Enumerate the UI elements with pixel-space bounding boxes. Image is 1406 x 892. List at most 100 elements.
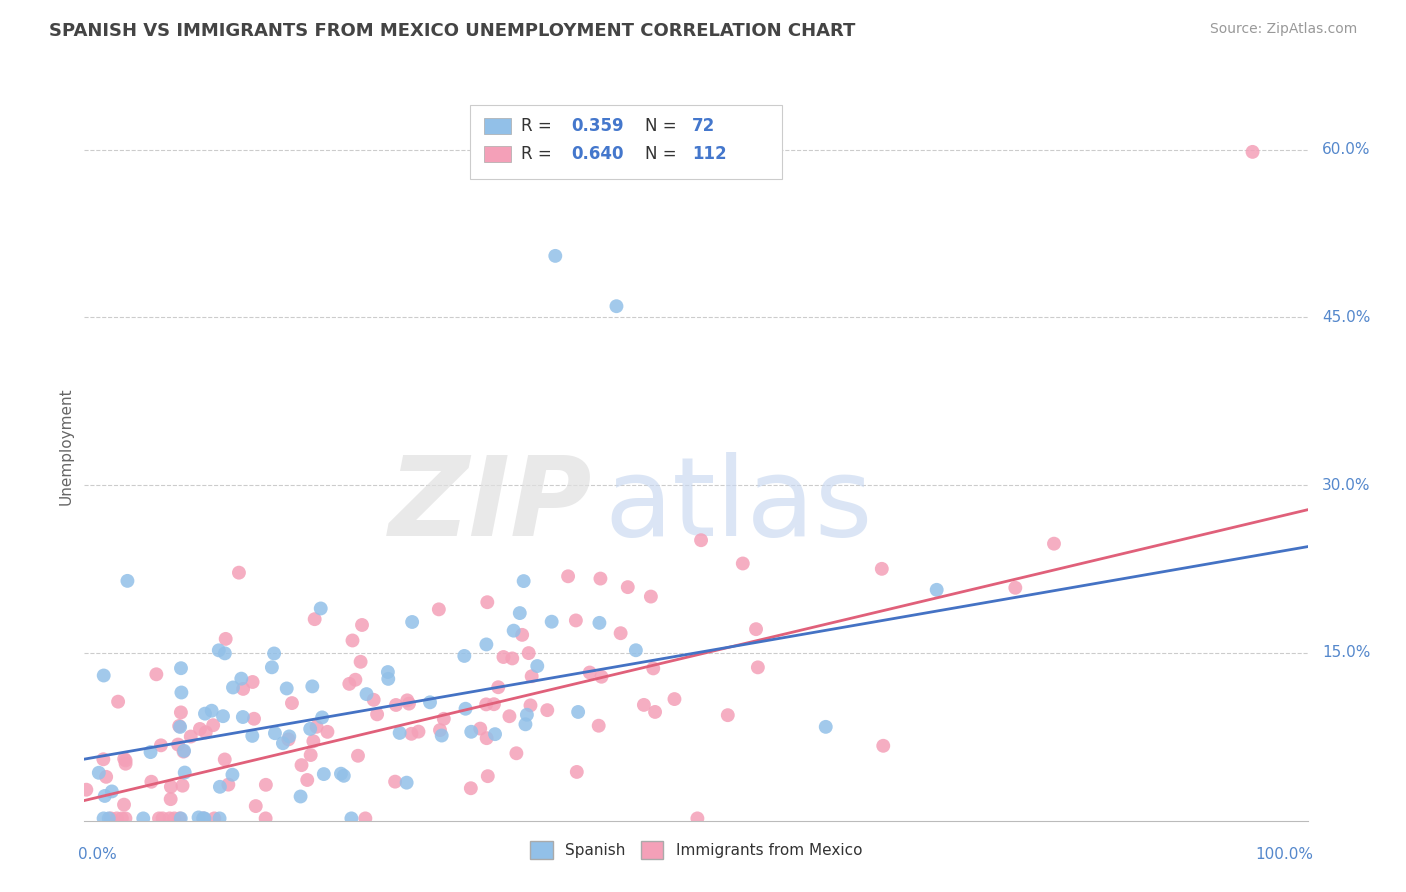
Point [149,739,172,753]
Point [356,687,378,701]
Point [271,736,294,750]
Point [214,646,236,660]
Point [512,574,534,588]
Point [567,705,589,719]
Point [93,811,115,825]
Point [517,646,540,660]
Point [232,681,254,696]
Point [401,615,423,629]
Text: 100.0%: 100.0% [1256,847,1313,862]
Point [222,681,245,695]
Point [588,719,610,733]
Bar [484,145,512,162]
Point [173,745,195,759]
Point [460,781,482,796]
Point [301,679,323,693]
Point [170,706,193,720]
Point [333,769,356,783]
Bar [484,118,512,135]
Point [304,612,326,626]
Bar [470,105,782,178]
Point [202,811,225,825]
Point [167,719,190,733]
Point [173,744,195,758]
Point [624,643,647,657]
Text: R =: R = [522,145,551,162]
Point [349,655,371,669]
Point [510,628,533,642]
Point [427,602,450,616]
Point [278,730,301,744]
Point [170,661,193,675]
Point [148,811,170,825]
Point [245,799,267,814]
Point [384,774,406,789]
Point [350,618,373,632]
Point [377,672,399,686]
Point [354,811,377,825]
Point [731,557,754,571]
Text: N =: N = [644,145,676,162]
Point [94,789,117,803]
Point [430,729,453,743]
Text: 30.0%: 30.0% [1322,477,1371,492]
Point [377,665,399,679]
Point [366,707,388,722]
Point [194,706,217,721]
Point [254,811,277,825]
Point [396,693,419,707]
Y-axis label: Unemployment: Unemployment [58,387,73,505]
Point [290,789,312,804]
Text: atlas: atlas [605,452,873,559]
Point [498,709,520,723]
Point [114,756,136,771]
Point [160,780,183,794]
Text: 72: 72 [692,117,716,135]
Point [302,734,325,748]
Point [212,709,235,723]
Text: 15.0%: 15.0% [1322,646,1371,660]
Text: 0.640: 0.640 [571,145,624,162]
Point [385,698,408,712]
Point [260,660,283,674]
Text: 60.0%: 60.0% [1322,142,1371,157]
Point [180,730,202,744]
Text: R =: R = [522,117,551,135]
Point [114,811,136,825]
Point [591,670,613,684]
Point [519,698,541,713]
Point [477,769,499,783]
Point [264,726,287,740]
Point [745,622,768,636]
Point [516,707,538,722]
Text: ZIP: ZIP [388,452,592,559]
Point [605,299,627,313]
Point [686,811,709,825]
Point [453,648,475,663]
Point [717,708,740,723]
Point [395,775,418,789]
Point [96,770,118,784]
Point [93,752,115,766]
Point [329,766,352,780]
Point [312,767,335,781]
Point [193,811,215,825]
Point [214,752,236,766]
Point [565,614,588,628]
Point [228,566,250,580]
Point [470,722,492,736]
Text: 0.359: 0.359 [571,117,624,135]
Point [299,722,322,736]
Point [419,695,441,709]
Point [477,595,499,609]
Point [299,747,322,762]
Point [290,758,312,772]
Point [202,718,225,732]
Point [170,685,193,699]
Point [460,724,482,739]
Point [747,660,769,674]
Point [925,582,948,597]
Point [208,780,231,794]
Point [484,727,506,741]
Point [475,637,498,651]
